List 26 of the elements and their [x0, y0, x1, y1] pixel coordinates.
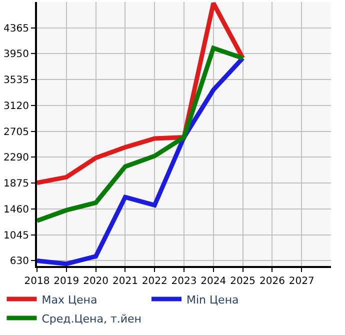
x-tick-label: 2020 — [83, 276, 109, 287]
x-tick-label: 2022 — [142, 276, 168, 287]
x-tick-label: 2024 — [200, 276, 226, 287]
y-tick-label: 3120 — [4, 100, 29, 112]
x-tick-label: 2018 — [24, 276, 50, 287]
y-tick-label: 1460 — [4, 204, 29, 216]
line-series — [37, 46, 246, 224]
legend-label: Min Цена — [186, 293, 239, 306]
y-tick-label: 1875 — [4, 178, 29, 190]
legend-label: Сред.Цена, т.йен — [42, 312, 142, 326]
y-tick-label: 1045 — [4, 230, 29, 242]
x-tick-label: 2027 — [288, 276, 314, 287]
y-tick-label: 2705 — [4, 126, 29, 138]
y-tick-label: 3950 — [4, 49, 29, 60]
x-tick-label: 2025 — [230, 276, 256, 287]
x-tick-label: 2021 — [112, 276, 138, 287]
y-tick-label: 4365 — [4, 23, 29, 34]
y-tick-label: 2290 — [4, 152, 29, 164]
y-tick-label: 3535 — [4, 75, 29, 86]
x-tick-label: 2023 — [171, 276, 197, 287]
line-series — [37, 56, 246, 266]
x-tick-label: 2026 — [259, 276, 285, 287]
y-tick-label: 630 — [10, 256, 29, 268]
line-series — [37, 2, 246, 186]
legend-label: Max Цена — [42, 293, 98, 306]
x-tick-label: 2019 — [54, 276, 80, 287]
